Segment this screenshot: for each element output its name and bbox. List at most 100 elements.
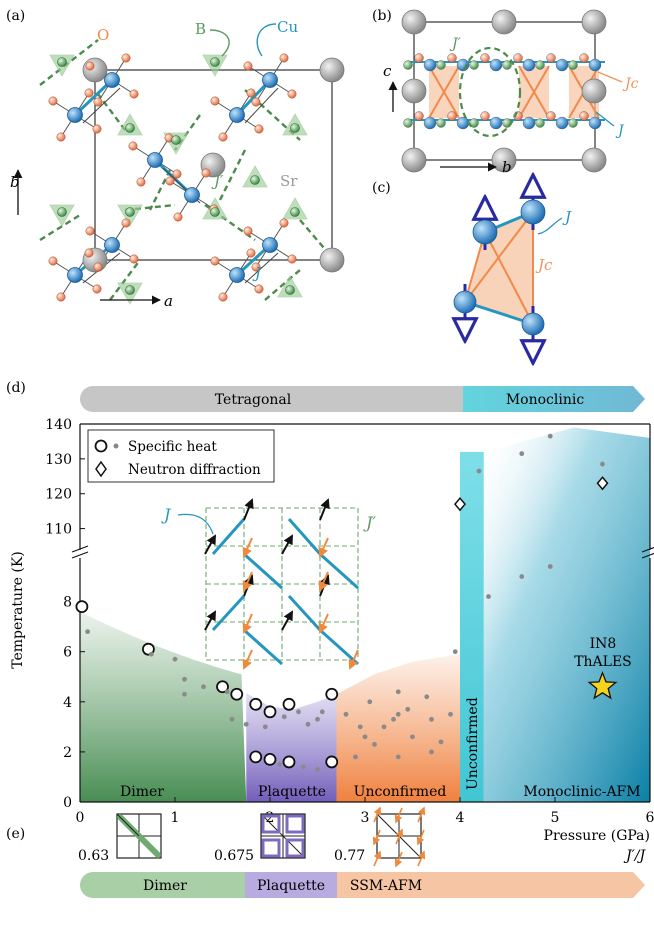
region-label-dimer: Dimer — [120, 784, 164, 800]
x-tick-label: 6 — [646, 810, 654, 826]
boron-atoms — [57, 57, 300, 295]
oxygen-atom — [287, 89, 297, 99]
inset-spin-up — [281, 534, 293, 555]
region-label-unconfirmed-vertical: Unconfirmed — [465, 697, 481, 790]
legend-open-circle — [94, 439, 108, 453]
legend-diamond — [95, 460, 107, 478]
inset-spin-down — [318, 613, 329, 634]
oxygen-atom — [136, 177, 146, 187]
x-tick-label: 5 — [551, 810, 560, 826]
specific-heat-small-point — [315, 767, 320, 772]
layer-atom-b — [568, 60, 578, 70]
j-bond-edge — [244, 252, 279, 284]
bar-plaquette-label: Plaquette — [257, 878, 325, 894]
oxygen-atom — [254, 124, 264, 134]
layer-atom-b — [447, 111, 457, 121]
jc-bond-b — [518, 65, 550, 119]
layer-atom-b — [546, 53, 556, 63]
inset-spin-down — [318, 571, 329, 592]
cu-atom — [262, 72, 278, 88]
axis-break — [71, 545, 89, 553]
j-bond-c2 — [464, 300, 534, 326]
specific-heat-small-point — [429, 749, 434, 755]
ratio-1: 0.675 — [214, 848, 254, 864]
oxygen-atom — [246, 248, 256, 258]
layer-atom-b — [588, 58, 602, 72]
label-cu-leader — [256, 23, 277, 57]
cu-atom — [229, 107, 245, 123]
ratio-axis-label: J′/J — [623, 848, 647, 864]
layer-atom-b — [489, 116, 503, 130]
oxygen-atom — [251, 262, 261, 272]
jprime-ellipse-b — [458, 46, 522, 138]
boron-atom — [285, 285, 295, 295]
region-unconfirmed — [336, 654, 460, 802]
boron-atom — [210, 207, 220, 217]
x-tick-label: 2 — [266, 810, 275, 826]
axis-break — [641, 552, 654, 559]
specific-heat-small-point — [395, 711, 401, 717]
cu-atoms — [67, 72, 278, 283]
specific-heat-small-point — [452, 649, 458, 655]
panel-d: (d) Tetragonal Monoclinic 0 1 2 3 4 5 6 0 2 4 6 8 11… — [6, 380, 654, 844]
ratio-2: 0.77 — [334, 848, 365, 864]
ssm-afm-icon — [372, 806, 426, 868]
label-jc-c: Jc — [535, 256, 553, 274]
panel-c: (c) J Jc — [372, 180, 572, 352]
specific-heat-small-point — [600, 461, 605, 467]
specific-heat-point — [282, 697, 296, 711]
specific-heat-small-point — [367, 699, 373, 705]
jprime-dash — [148, 169, 172, 211]
bar-monoclinic — [463, 386, 645, 412]
oxygen-atom — [201, 168, 211, 178]
oxygen-atom — [48, 256, 58, 266]
region-label-monoclinic-afm: Monoclinic-AFM — [523, 784, 640, 800]
boron-atom — [290, 123, 300, 133]
bar-tetragonal-label: Tetragonal — [215, 392, 292, 408]
cu-atom — [262, 237, 278, 253]
y-tick-label-lower: 4 — [63, 695, 72, 711]
specific-heat-small-point — [262, 724, 268, 730]
jprime-dash — [218, 149, 247, 201]
specific-heat-small-point — [391, 716, 396, 722]
specific-heat-small-point — [305, 721, 311, 727]
specific-heat-small-point — [243, 721, 249, 727]
layer-atom-b — [579, 53, 589, 63]
inset-j-dimer — [318, 628, 360, 666]
layer-atom-b — [555, 58, 569, 72]
sr-atom-b — [581, 9, 607, 35]
layer-atom-b — [447, 53, 457, 63]
specific-heat-small-point — [410, 734, 415, 740]
sr-atom — [319, 247, 345, 273]
inset-spin-down — [242, 537, 253, 558]
oxygen-atom — [129, 254, 139, 264]
jprime-dash — [264, 269, 301, 301]
layer-atom-b — [414, 111, 424, 121]
inset-j-dimer — [318, 552, 360, 590]
x-tick-label: 4 — [456, 810, 465, 826]
legend-specific-heat: Specific heat — [128, 439, 217, 455]
cu-atom — [67, 267, 83, 283]
sr-atom-b — [401, 147, 427, 173]
jc-bond-b — [428, 65, 460, 119]
oxygen-atom — [243, 61, 253, 71]
oxygen-atom — [279, 218, 289, 228]
boron-atom — [125, 285, 135, 295]
data-points — [75, 433, 618, 772]
oxygen-atom — [246, 88, 256, 98]
inset-j-dimer — [287, 518, 322, 555]
panel-b: (b) J′ Jc J c b — [372, 8, 639, 176]
label-j-c: J — [562, 208, 572, 226]
y-tick-label-lower: 2 — [63, 745, 72, 761]
jc-plaquette-c — [465, 212, 533, 324]
specific-heat-point — [263, 705, 277, 719]
specific-heat-small-point — [405, 706, 411, 712]
specific-heat-small-point — [343, 711, 349, 717]
j-bond — [73, 78, 114, 117]
sr-atom-b — [491, 147, 517, 173]
specific-heat-point — [75, 600, 89, 613]
sr-atom — [319, 57, 345, 83]
boron-atom — [171, 135, 181, 145]
oxygen-atom — [287, 254, 297, 264]
layer-atom-b — [522, 58, 536, 72]
